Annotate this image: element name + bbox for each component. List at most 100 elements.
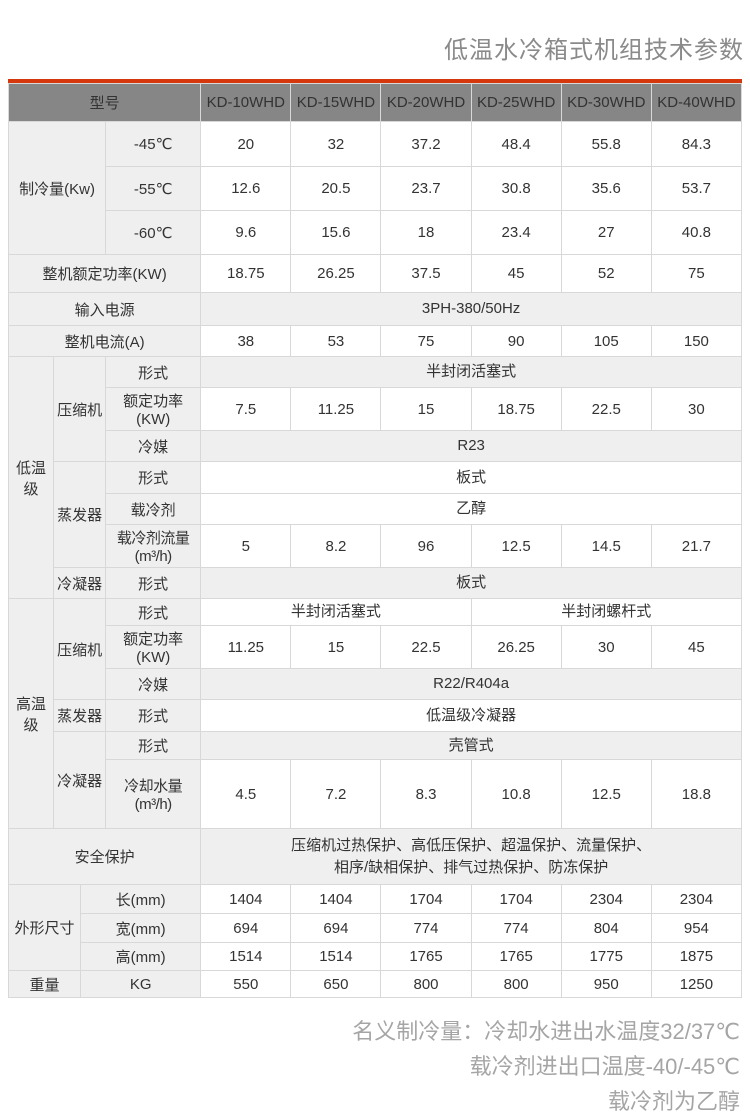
value-cell: 4.5 — [200, 759, 292, 829]
footnote-lines: 名义制冷量：冷却水进出水温度32/37℃ 载冷剂进出口温度-40/-45℃ 载冷… — [0, 1014, 750, 1119]
value-cell: 30.8 — [470, 166, 562, 211]
value-cell: 27 — [560, 210, 652, 255]
model-header-cell: KD-20WHD — [380, 83, 472, 122]
value-cell: 950 — [560, 970, 652, 998]
model-header-cell: KD-40WHD — [650, 83, 743, 122]
row-label-cell: 冷凝器 — [53, 567, 107, 599]
value-cell: 40.8 — [650, 210, 743, 255]
row-label-cell: 整机额定功率(KW) — [7, 254, 202, 293]
value-cell: 22.5 — [380, 625, 472, 669]
table-row: 整机额定功率(KW) 18.75 26.25 37.5 45 52 75 — [7, 254, 743, 293]
value-cell: 1775 — [560, 942, 652, 971]
row-label-cell: 安全保护 — [7, 828, 202, 885]
accent-line — [8, 79, 742, 83]
value-cell: 15.6 — [290, 210, 382, 255]
table-row: 输入电源 3PH-380/50Hz — [7, 292, 742, 326]
row-label-cell: 冷凝器 — [53, 731, 107, 829]
table-row: 外形尺寸 长(mm) 1404 1404 1704 1704 2304 2304 — [7, 884, 743, 971]
row-label-cell: 制冷量(Kw) — [7, 121, 107, 255]
value-cell: 37.2 — [380, 121, 472, 167]
page-title: 低温水冷箱式机组技术参数 — [444, 37, 744, 64]
row-label-cell: 额定功率(KW) — [105, 625, 202, 669]
value-cell: 23.4 — [470, 210, 562, 255]
row-label-cell: 额定功率(KW) — [105, 387, 202, 431]
table-row: 额定功率(KW) 11.25 15 22.5 26.25 30 45 — [9, 625, 743, 669]
value-cell: 7.2 — [290, 759, 382, 829]
value-cell: 8.2 — [290, 524, 382, 568]
row-label-cell: 整机电流(A) — [7, 325, 202, 357]
value-cell: 3PH-380/50Hz — [200, 292, 742, 326]
row-label-cell: -55℃ — [105, 166, 202, 211]
row-label-cell: 压缩机 — [53, 598, 107, 700]
value-cell: 53 — [290, 325, 382, 357]
footnote-line: 名义制冷量：冷却水进出水温度32/37℃ — [352, 1019, 740, 1044]
value-cell: R23 — [200, 430, 742, 462]
value-cell: 2304 — [650, 884, 743, 914]
table-row: 额定功率(KW) 7.5 11.25 15 18.75 22.5 30 — [9, 387, 743, 431]
value-cell: 48.4 — [470, 121, 562, 167]
value-cell: 55.8 — [560, 121, 652, 167]
value-cell: 1514 — [200, 942, 292, 971]
value-cell: 半封闭活塞式 — [200, 356, 742, 388]
value-cell: 21.7 — [650, 524, 743, 568]
table-row: -60℃ 9.6 15.6 18 23.4 27 40.8 — [9, 210, 743, 255]
value-cell: 7.5 — [200, 387, 292, 431]
value-cell: 96 — [380, 524, 472, 568]
value-cell: 37.5 — [380, 254, 472, 293]
row-label-cell: 输入电源 — [7, 292, 202, 326]
value-cell: 15 — [290, 625, 382, 669]
table-row: 高温级 压缩机 形式 半封闭活塞式 半封闭螺杆式 — [7, 598, 743, 829]
table-row: 低温级 压缩机 形式 半封闭活塞式 — [7, 356, 742, 599]
row-label-cell: 高(mm) — [80, 942, 202, 971]
row-label-cell: 冷却水量(m³/h) — [105, 759, 202, 829]
row-label-cell: 形式 — [105, 356, 202, 388]
table-row: 宽(mm) 694 694 774 774 804 954 — [9, 913, 743, 943]
table-row: 冷却水量(m³/h) 4.5 7.2 8.3 10.8 12.5 18.8 — [9, 759, 743, 829]
value-cell: 半封闭活塞式 — [200, 598, 472, 626]
value-cell: 10.8 — [470, 759, 562, 829]
row-label-cell: 形式 — [105, 731, 202, 760]
row-label-cell: -45℃ — [105, 121, 202, 167]
table-row: 制冷量(Kw) -45℃ 20 32 37.2 48.4 55.8 84.3 — [7, 121, 743, 255]
value-cell: 38 — [200, 325, 292, 357]
value-cell: 12.5 — [470, 524, 562, 568]
value-cell: 550 — [200, 970, 292, 998]
table-row: 高(mm) 1514 1514 1765 1765 1775 1875 — [9, 942, 743, 971]
value-cell: 694 — [290, 913, 382, 943]
value-cell: 乙醇 — [200, 493, 742, 525]
value-cell: 105 — [560, 325, 652, 357]
value-cell: 53.7 — [650, 166, 743, 211]
value-cell: 804 — [560, 913, 652, 943]
value-cell: 1404 — [290, 884, 382, 914]
value-cell: 800 — [380, 970, 472, 998]
value-cell: 低温级冷凝器 — [200, 699, 742, 732]
value-cell: 压缩机过热保护、高低压保护、超温保护、流量保护、 相序/缺相保护、排气过热保护、… — [200, 828, 742, 885]
value-cell: 75 — [380, 325, 472, 357]
row-label-cell: 冷媒 — [105, 430, 202, 462]
spec-table: 型号 KD-10WHD KD-15WHD KD-20WHD KD-25WHD KD-30W… — [7, 83, 743, 998]
value-cell: 1704 — [380, 884, 472, 914]
row-label-cell: 蒸发器 — [53, 461, 107, 568]
value-cell: 5 — [200, 524, 292, 568]
value-cell: 1765 — [470, 942, 562, 971]
value-cell: 2304 — [560, 884, 652, 914]
value-cell: 14.5 — [560, 524, 652, 568]
row-label-cell: 长(mm) — [80, 884, 202, 914]
value-cell: 30 — [560, 625, 652, 669]
row-label-cell: 压缩机 — [53, 356, 107, 462]
model-header-cell: KD-10WHD — [200, 83, 292, 122]
value-cell: 1514 — [290, 942, 382, 971]
row-label-cell: -60℃ — [105, 210, 202, 255]
value-cell: 26.25 — [470, 625, 562, 669]
value-cell: 75 — [650, 254, 743, 293]
value-cell: 12.6 — [200, 166, 292, 211]
row-label-cell: 形式 — [105, 598, 202, 626]
model-column-header: 型号 — [7, 83, 202, 122]
value-cell: 52 — [560, 254, 652, 293]
value-cell: 1765 — [380, 942, 472, 971]
value-cell: 9.6 — [200, 210, 292, 255]
value-cell: 150 — [650, 325, 743, 357]
footnote-line: 载冷剂进出口温度-40/-45℃ — [469, 1054, 740, 1079]
value-cell: 1404 — [200, 884, 292, 914]
value-cell: 23.7 — [380, 166, 472, 211]
